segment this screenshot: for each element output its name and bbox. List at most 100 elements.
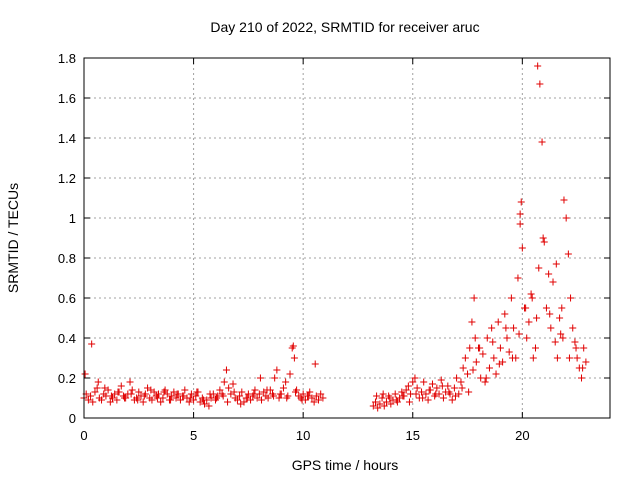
data-point <box>273 366 281 374</box>
data-point <box>503 334 511 342</box>
data-point <box>488 324 496 332</box>
data-point <box>418 388 426 396</box>
data-point <box>153 394 161 402</box>
data-point <box>113 396 121 404</box>
data-point <box>315 396 323 404</box>
data-points <box>80 62 590 412</box>
data-point <box>453 374 461 382</box>
data-point <box>398 388 406 396</box>
data-point <box>128 386 136 394</box>
data-point <box>471 334 479 342</box>
data-point <box>409 378 417 386</box>
data-point <box>89 398 97 406</box>
data-point <box>572 344 580 352</box>
data-point <box>88 340 96 348</box>
data-point <box>465 388 473 396</box>
data-point <box>193 388 201 396</box>
data-point <box>518 244 526 252</box>
data-point <box>380 402 388 410</box>
data-point <box>522 304 530 312</box>
data-point <box>514 274 522 282</box>
data-point <box>425 386 433 394</box>
data-point <box>298 396 306 404</box>
y-tick-label: 1.8 <box>58 51 76 66</box>
data-point <box>502 324 510 332</box>
data-point <box>253 394 261 402</box>
data-point <box>457 378 465 386</box>
data-point <box>176 396 184 404</box>
data-point <box>172 394 180 402</box>
data-point <box>306 388 314 396</box>
data-point <box>525 318 533 326</box>
data-point <box>579 364 587 372</box>
x-axis-label: GPS time / hours <box>292 457 399 473</box>
data-point <box>405 398 413 406</box>
data-point <box>391 390 399 398</box>
data-point <box>283 394 291 402</box>
data-point <box>466 344 474 352</box>
grid-lines <box>84 58 610 418</box>
data-point <box>536 80 544 88</box>
data-point <box>155 390 163 398</box>
data-point <box>468 318 476 326</box>
data-point <box>127 390 135 398</box>
data-point <box>439 394 447 402</box>
data-point <box>160 388 168 396</box>
data-point <box>289 342 297 350</box>
data-point <box>557 330 565 338</box>
y-tick-label: 0.2 <box>58 371 76 386</box>
data-point <box>222 366 230 374</box>
data-point <box>93 384 101 392</box>
data-point <box>251 386 259 394</box>
data-point <box>216 386 224 394</box>
data-point <box>489 338 497 346</box>
data-point <box>560 196 568 204</box>
data-point <box>413 384 421 392</box>
x-tick-label: 0 <box>80 428 87 443</box>
data-point <box>483 334 491 342</box>
data-point <box>482 374 490 382</box>
data-point <box>404 382 412 390</box>
data-point <box>571 338 579 346</box>
data-point <box>428 380 436 388</box>
data-point <box>373 392 381 400</box>
data-point <box>106 398 114 406</box>
data-point <box>458 384 466 392</box>
data-point <box>507 294 515 302</box>
data-point <box>533 314 541 322</box>
data-point <box>379 390 387 398</box>
data-point <box>282 378 290 386</box>
data-point <box>382 398 390 406</box>
data-point <box>490 354 498 362</box>
data-point <box>496 344 504 352</box>
data-point <box>553 354 561 362</box>
data-point <box>264 394 272 402</box>
data-point <box>81 370 89 378</box>
y-tick-label: 0 <box>69 411 76 426</box>
data-point <box>412 390 420 398</box>
y-tick-label: 1 <box>69 211 76 226</box>
data-point <box>114 388 122 396</box>
data-point <box>181 386 189 394</box>
data-point <box>529 354 537 362</box>
data-point <box>528 294 536 302</box>
data-point <box>451 392 459 400</box>
data-point <box>479 350 487 358</box>
data-point <box>534 62 542 70</box>
data-point <box>437 376 445 384</box>
data-point <box>291 388 299 396</box>
data-point <box>233 396 241 404</box>
data-point <box>237 400 245 408</box>
data-point <box>505 348 513 356</box>
data-point <box>517 198 525 206</box>
data-point <box>220 378 228 386</box>
x-tick-label: 20 <box>515 428 529 443</box>
data-point <box>542 304 550 312</box>
y-tick-label: 0.8 <box>58 251 76 266</box>
data-point <box>173 390 181 398</box>
data-point <box>87 392 95 400</box>
data-point <box>243 394 251 402</box>
x-tick-labels: 0 5 10 15 20 <box>80 428 529 443</box>
data-point <box>117 382 125 390</box>
